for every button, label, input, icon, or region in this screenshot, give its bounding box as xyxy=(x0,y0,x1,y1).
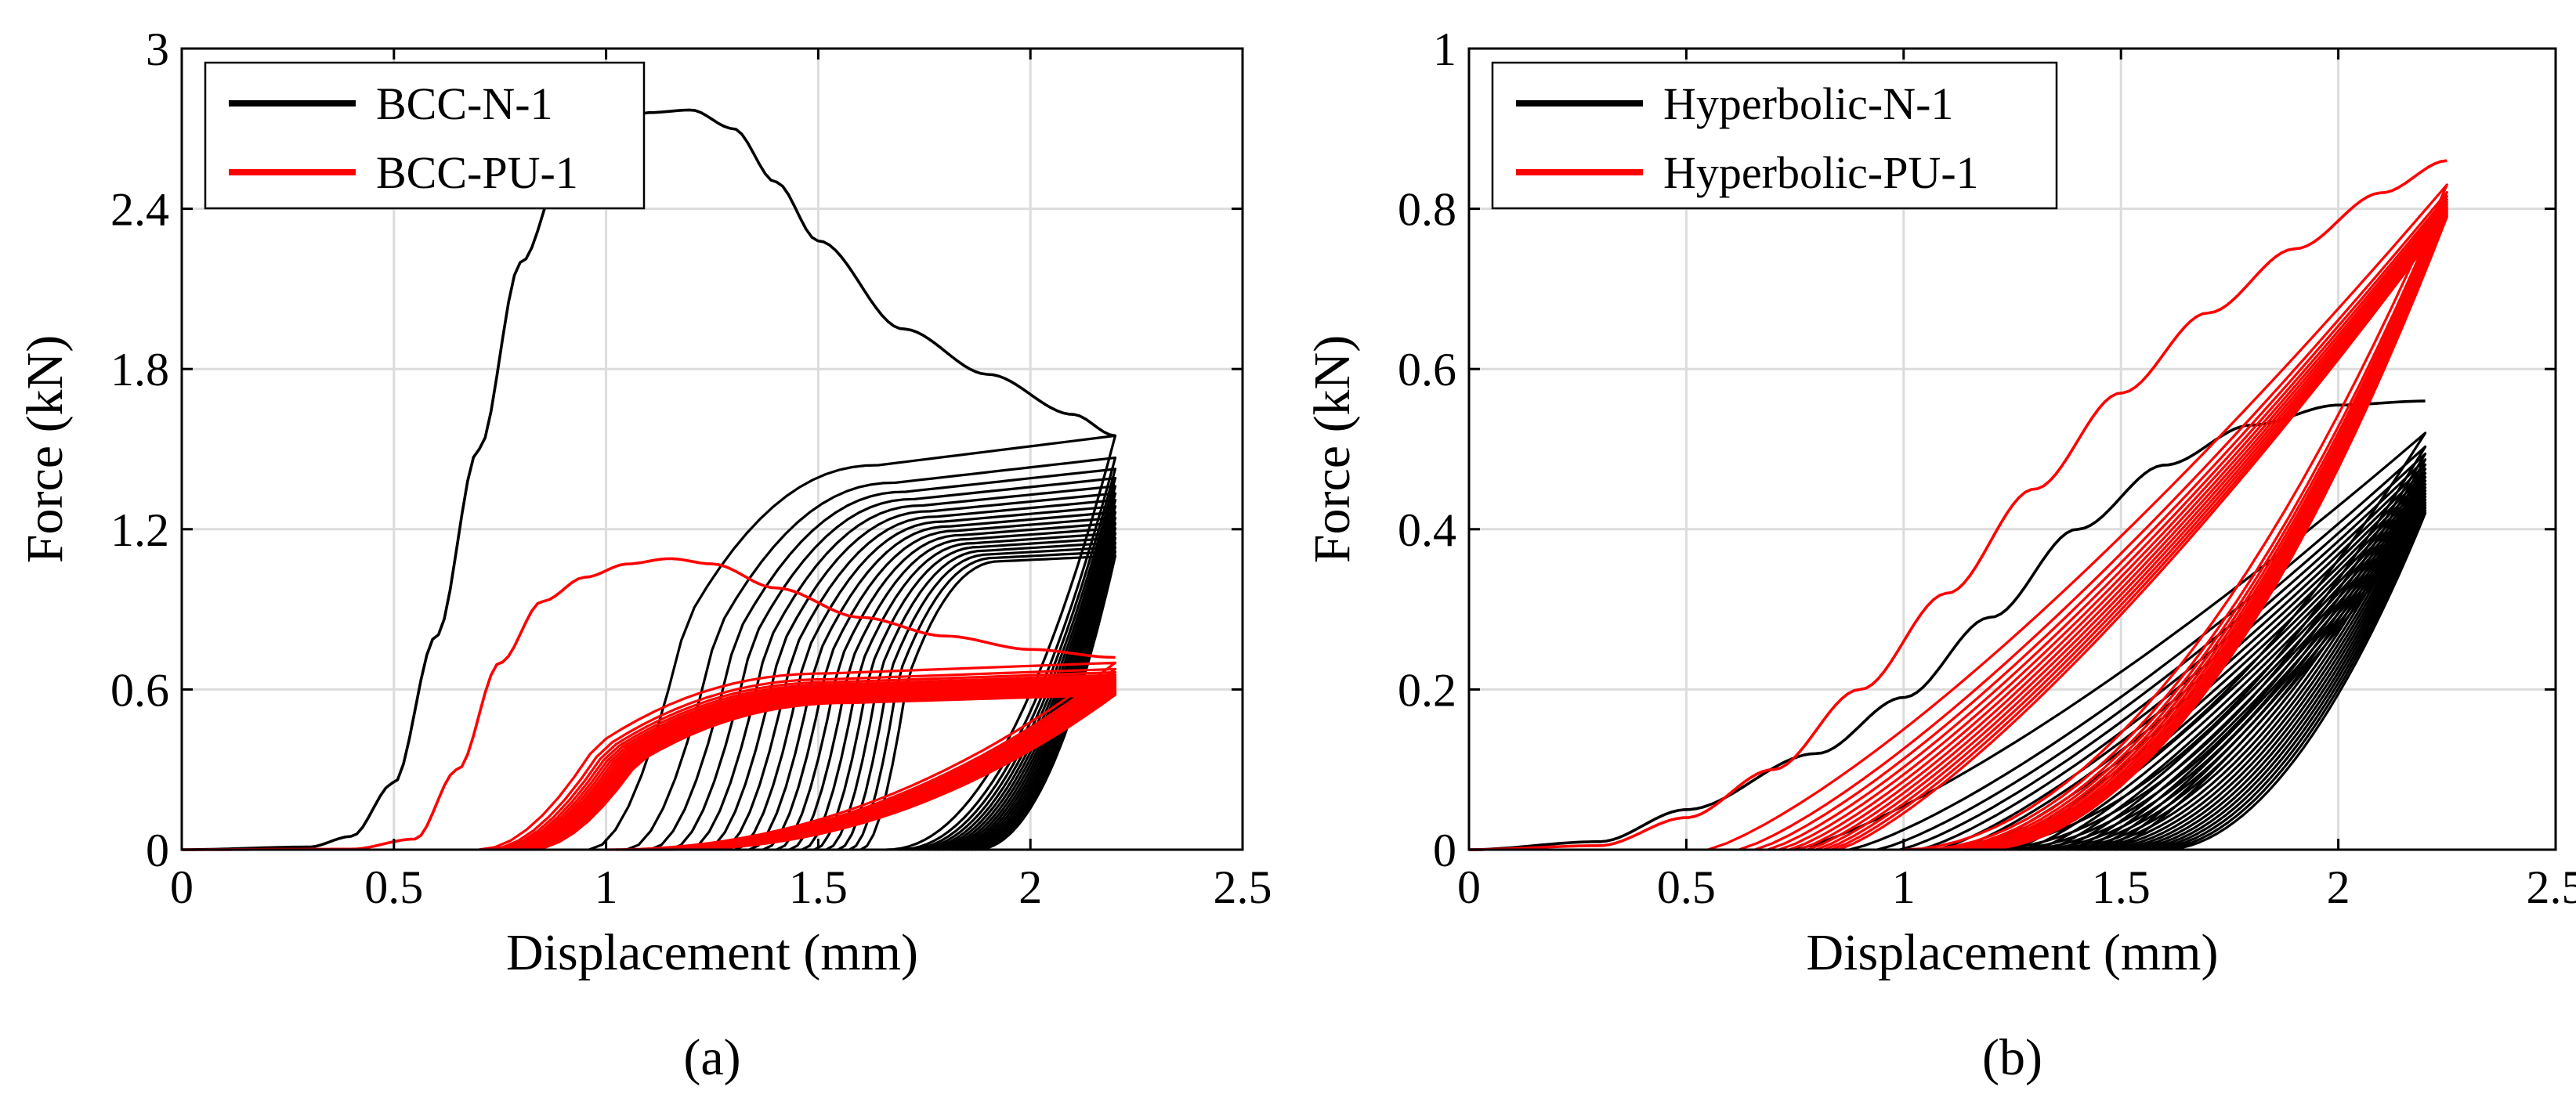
series-line-bcc-n-1-cycle xyxy=(837,546,1117,851)
series-line-hyperbolic-n-1-cycle xyxy=(2101,509,2427,851)
panel-a-caption: (a) xyxy=(683,1029,740,1086)
series-line-bcc-n-1-cycle xyxy=(859,554,1117,851)
series-line-hyperbolic-n-1-cycle xyxy=(2111,511,2427,851)
x-tick-label: 2 xyxy=(2327,861,2350,913)
series-line-hyperbolic-pu-1-cycle xyxy=(1823,211,2448,851)
panel-b-x-tick-labels: 0 0.5 1 1.5 2 2.5 xyxy=(1457,861,2576,913)
series-line-hyperbolic-n-1-cycle xyxy=(1919,463,2427,851)
series-line-bcc-n-1-cycle xyxy=(748,511,1117,851)
series-line-hyperbolic-pu-1-cycle xyxy=(1838,215,2448,851)
series-line-bcc-n-1-cycle xyxy=(649,468,1117,851)
panel-a-y-tick-labels: 0 0.6 1.2 1.8 2.4 3 xyxy=(110,23,169,876)
x-tick-label: 1 xyxy=(1892,861,1916,913)
y-tick-label: 1 xyxy=(1433,23,1456,75)
y-tick-label: 0.4 xyxy=(1398,504,1456,556)
series-line-hyperbolic-pu-1-cycle xyxy=(1778,200,2448,851)
series-line-bcc-n-1-cycle xyxy=(788,527,1117,851)
series-line-bcc-n-1-cycle xyxy=(801,532,1117,851)
series-line-bcc-n-1-cycle xyxy=(719,499,1117,851)
x-tick-label: 1.5 xyxy=(2092,861,2151,913)
y-tick-label: 1.2 xyxy=(110,504,169,556)
series-line-hyperbolic-pu-1-cycle xyxy=(1767,198,2448,851)
panel-a-legend: BCC-N-1 BCC-PU-1 xyxy=(204,61,646,210)
legend-label-bcc-n-1: BCC-N-1 xyxy=(376,78,553,129)
series-line-hyperbolic-n-1-cycle xyxy=(2058,498,2427,851)
panel-a: 0 0.5 1 1.5 2 2.5 0 0.6 1.2 1.8 2.4 3 Di… xyxy=(16,23,1272,1086)
y-tick-label: 0.2 xyxy=(1398,664,1456,716)
series-line-bcc-n-1-cycle xyxy=(626,456,1117,851)
y-tick-label: 1.8 xyxy=(110,344,169,395)
y-tick-label: 0 xyxy=(146,825,169,876)
panel-b-y-axis-title: Force (kN) xyxy=(1304,335,1361,563)
panel-a-data xyxy=(182,108,1117,851)
panel-b-axes-frame xyxy=(1467,47,2557,851)
series-line-bcc-n-1-cycle xyxy=(687,485,1117,851)
panel-a-axes-frame xyxy=(180,47,1244,851)
series-line-bcc-pu-1-cycle xyxy=(529,693,1117,851)
series-line-hyperbolic-pu-1-cycle xyxy=(1807,208,2448,851)
panel-b-legend: Hyperbolic-N-1 Hyperbolic-PU-1 xyxy=(1491,61,2058,210)
panel-b-tick-marks xyxy=(1467,47,2557,851)
panel-b: 0 0.5 1 1.5 2 2.5 0 0.2 0.4 0.6 0.8 1 Di… xyxy=(1304,23,2576,1086)
series-line-hyperbolic-pu-1-cycle xyxy=(1707,183,2448,851)
series-line-hyperbolic-n-1-cycle xyxy=(2047,495,2427,851)
series-line-bcc-n-1-cycle xyxy=(776,522,1117,851)
y-tick-label: 0.6 xyxy=(110,664,169,716)
series-line-bcc-n-1-cycle xyxy=(825,541,1117,851)
legend-box xyxy=(204,61,646,210)
series-line-hyperbolic-pu-1-cycle xyxy=(1830,214,2448,851)
panel-b-x-axis-title: Displacement (mm) xyxy=(1806,924,2218,981)
y-tick-label: 3 xyxy=(146,23,169,75)
panel-a-x-axis-title: Displacement (mm) xyxy=(506,924,918,981)
legend-label-hyperbolic-n-1: Hyperbolic-N-1 xyxy=(1663,78,1953,129)
panel-b-y-tick-labels: 0 0.2 0.4 0.6 0.8 1 xyxy=(1398,23,1456,876)
x-tick-label: 1.5 xyxy=(789,861,848,913)
series-line-hyperbolic-n-1-cycle xyxy=(2069,501,2427,851)
series-line-hyperbolic-n-1-cycle xyxy=(2035,493,2427,851)
y-tick-label: 0 xyxy=(1433,825,1456,876)
legend-label-hyperbolic-pu-1: Hyperbolic-PU-1 xyxy=(1663,147,1979,198)
x-tick-label: 2.5 xyxy=(2527,861,2576,913)
panel-b-caption: (b) xyxy=(1982,1029,2042,1086)
x-tick-label: 0.5 xyxy=(364,861,423,913)
panel-b-data xyxy=(1468,159,2448,851)
series-line-bcc-n-1-cycle xyxy=(762,516,1117,851)
series-line-hyperbolic-n-1-cycle xyxy=(2091,507,2427,851)
series-line-hyperbolic-n-1-cycle xyxy=(2023,489,2427,851)
series-line-hyperbolic-pu-1-cycle xyxy=(1738,191,2448,851)
series-line-bcc-n-1-cycle xyxy=(588,434,1117,851)
series-line-hyperbolic-n-1-cycle xyxy=(1848,445,2427,851)
x-tick-label: 2 xyxy=(1018,861,1042,913)
series-line-bcc-n-1-cycle xyxy=(813,536,1117,851)
x-tick-label: 1 xyxy=(595,861,618,913)
x-tick-label: 2.5 xyxy=(1214,861,1272,913)
y-tick-label: 2.4 xyxy=(110,184,169,236)
series-line-bcc-n-1-cycle xyxy=(669,477,1117,851)
series-line-hyperbolic-pu-1-cycle xyxy=(1754,195,2448,851)
series-line-bcc-n-1-first-load xyxy=(182,108,1116,851)
x-tick-label: 0.5 xyxy=(1657,861,1716,913)
series-line-hyperbolic-n-1-cycle xyxy=(2080,504,2427,851)
series-line-hyperbolic-pu-1-cycle xyxy=(1789,203,2448,851)
legend-label-bcc-pu-1: BCC-PU-1 xyxy=(376,147,578,198)
series-line-bcc-n-1-cycle xyxy=(848,550,1117,851)
series-line-bcc-pu-1-cycle xyxy=(478,661,1117,851)
y-tick-label: 0.8 xyxy=(1398,184,1456,236)
series-line-hyperbolic-pu-1-cycle xyxy=(1815,210,2448,851)
series-line-bcc-n-1-cycle xyxy=(734,505,1117,851)
series-line-hyperbolic-pu-1-cycle xyxy=(1798,205,2448,851)
series-line-bcc-pu-1-cycle xyxy=(486,667,1117,851)
y-tick-label: 0.6 xyxy=(1398,344,1456,395)
series-line-hyperbolic-pu-1-first-load xyxy=(1469,159,2448,851)
x-tick-label: 0 xyxy=(170,861,194,913)
legend-box xyxy=(1491,61,2058,210)
series-line-bcc-n-1-cycle xyxy=(704,492,1117,851)
panel-a-tick-marks xyxy=(180,47,1244,851)
panel-a-y-axis-title: Force (kN) xyxy=(16,335,74,563)
x-tick-label: 0 xyxy=(1457,861,1481,913)
panel-a-x-tick-labels: 0 0.5 1 1.5 2 2.5 xyxy=(170,861,1272,913)
